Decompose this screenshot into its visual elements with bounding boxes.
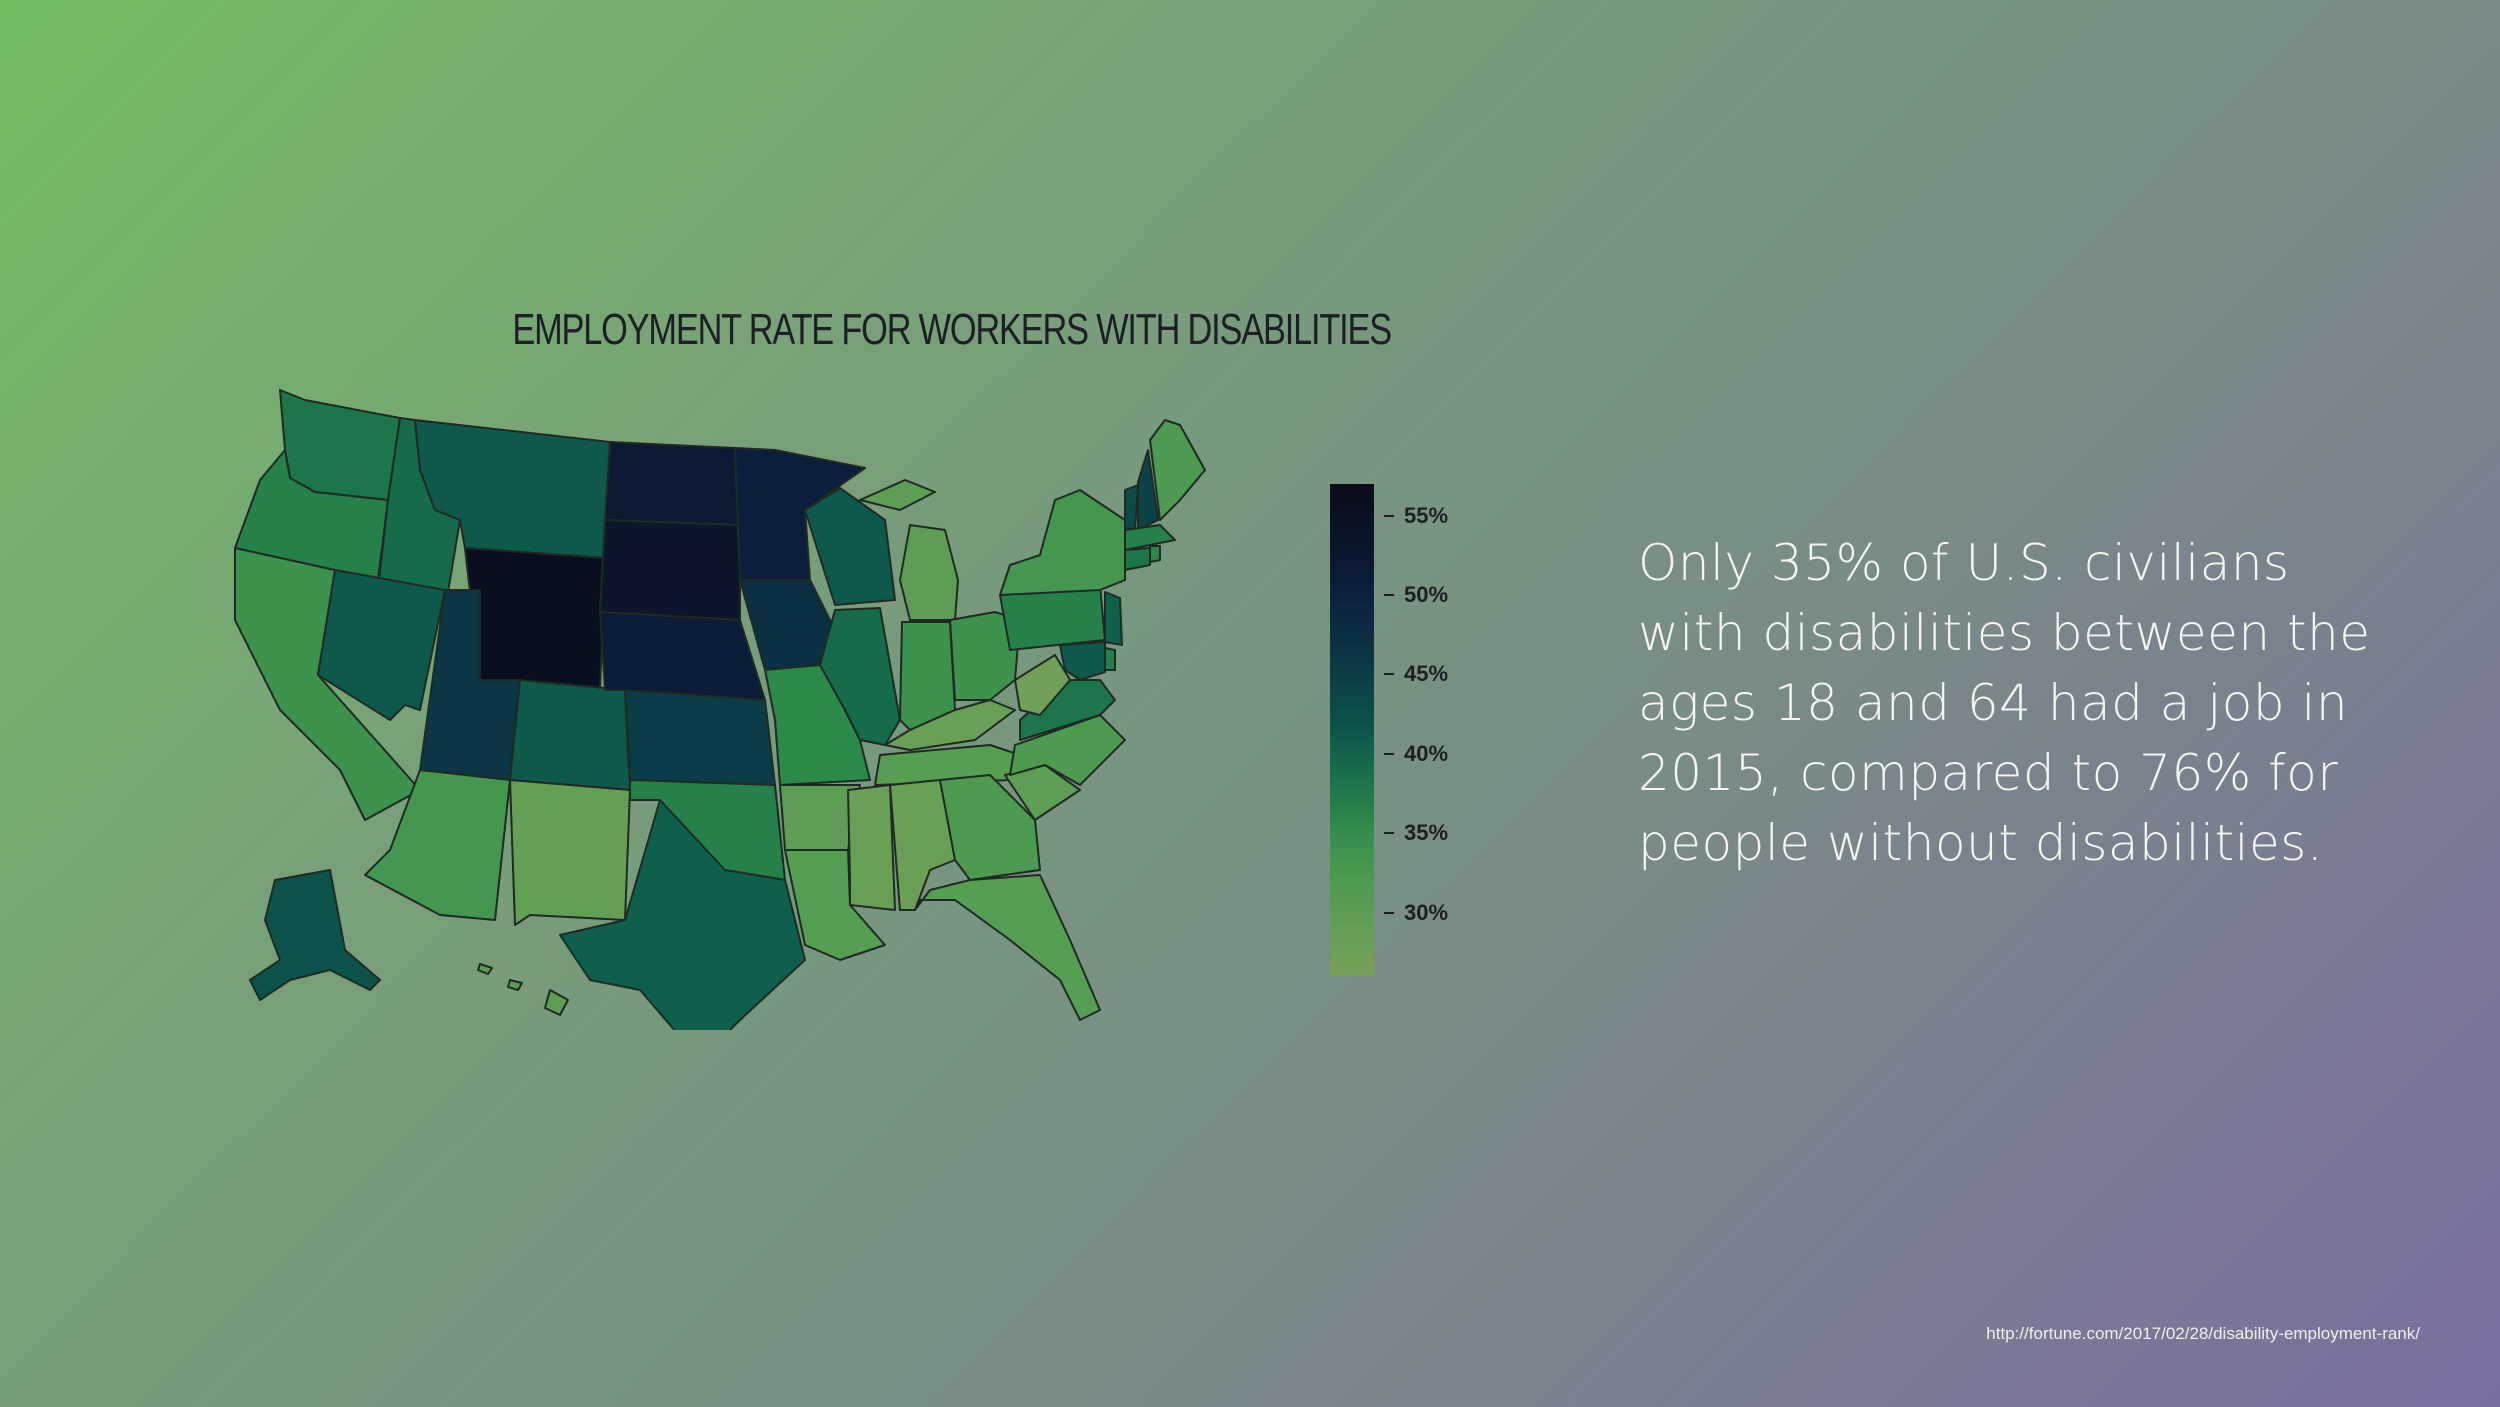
state-ks xyxy=(624,689,776,786)
colorbar-tick: 40% xyxy=(1384,740,1449,766)
colorbar-tick: 45% xyxy=(1384,661,1449,687)
state-de xyxy=(1104,647,1116,671)
colorbar-tick: 35% xyxy=(1384,820,1449,846)
colorbar-tick-mark xyxy=(1384,752,1394,755)
colorbar-tick-label: 40% xyxy=(1404,740,1449,766)
state-vt xyxy=(1124,484,1139,531)
colorbar-tick-label: 35% xyxy=(1404,820,1449,846)
colorbar-tick-label: 55% xyxy=(1404,502,1449,528)
state-hi xyxy=(477,963,569,1016)
colorbar-tick-mark xyxy=(1384,911,1394,914)
state-nm xyxy=(509,779,631,926)
us-choropleth-map xyxy=(234,389,1206,1030)
state-ma xyxy=(1124,524,1176,551)
state-nj xyxy=(1104,591,1123,646)
state-ny xyxy=(999,489,1126,596)
colorbar-tick-label: 30% xyxy=(1404,899,1449,925)
state-tx xyxy=(559,799,806,1030)
colorbar-tick-label: 50% xyxy=(1404,582,1449,608)
body-text: Only 35% of U.S. civilians with disabili… xyxy=(1638,534,2371,872)
colorbar-tick-label: 45% xyxy=(1404,661,1449,687)
colorbar-tick: 30% xyxy=(1384,899,1449,925)
state-wy xyxy=(464,547,606,691)
state-nh xyxy=(1137,449,1159,531)
state-md xyxy=(1059,641,1106,681)
colorbar-tick: 55% xyxy=(1384,502,1449,528)
state-ri xyxy=(1149,545,1161,563)
state-nd xyxy=(604,441,741,526)
state-ia xyxy=(739,579,836,671)
state-ne xyxy=(599,611,766,701)
state-il xyxy=(819,607,901,746)
state-ky xyxy=(884,699,1016,751)
state-ak xyxy=(249,869,381,1001)
state-co xyxy=(509,679,631,791)
colorbar xyxy=(1330,484,1374,976)
state-ga xyxy=(939,774,1041,881)
colorbar-tick-mark xyxy=(1384,514,1394,517)
state-ct xyxy=(1124,547,1151,571)
source-link[interactable]: http://fortune.com/2017/02/28/disability… xyxy=(1986,1324,2420,1343)
map-title: EMPLOYMENT RATE FOR WORKERS WITH DISABIL… xyxy=(512,305,1392,354)
colorbar-tick: 50% xyxy=(1384,582,1449,608)
colorbar-tick-mark xyxy=(1384,832,1394,835)
state-wi xyxy=(804,487,896,606)
colorbar-tick-mark xyxy=(1384,673,1394,676)
state-fl xyxy=(914,874,1101,1021)
state-sd xyxy=(599,519,741,621)
state-la xyxy=(784,849,886,961)
state-me xyxy=(1149,419,1206,521)
colorbar-tick-mark xyxy=(1384,594,1394,597)
state-wv xyxy=(1014,654,1071,716)
state-ms xyxy=(847,784,896,911)
